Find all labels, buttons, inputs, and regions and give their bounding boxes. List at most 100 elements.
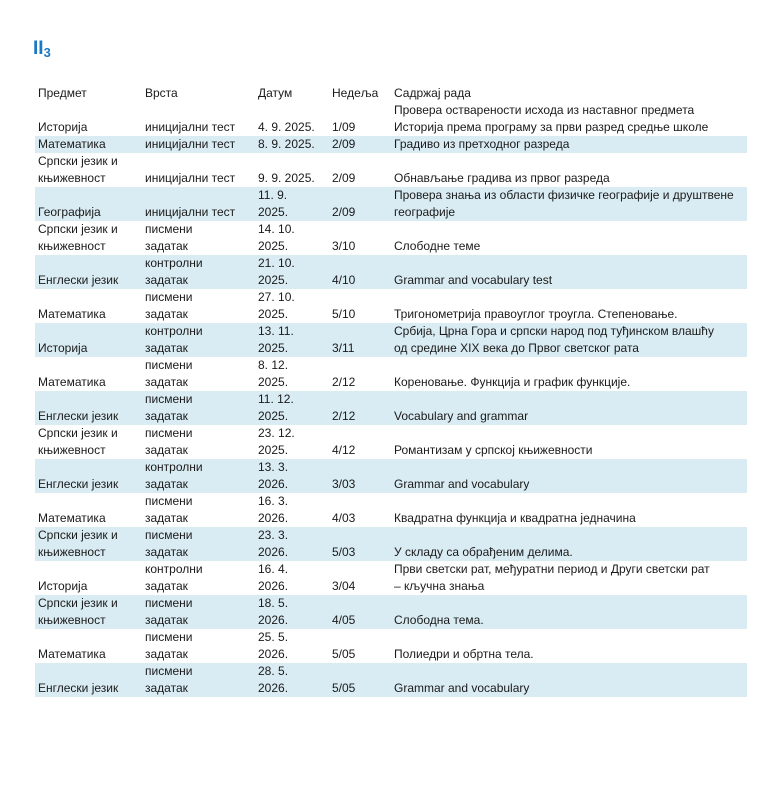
cell-type: писмени задатак bbox=[145, 528, 193, 559]
cell-week: 4/05 bbox=[332, 613, 356, 627]
cell-week: 2/12 bbox=[332, 375, 356, 389]
cell-week: 4/03 bbox=[332, 511, 356, 525]
cell-subject: Српски језик и књижевност bbox=[38, 426, 118, 457]
header-row: Предмет Врста Датум Недеља Садржај рада bbox=[35, 85, 747, 102]
cell-week: 3/11 bbox=[332, 341, 355, 355]
table-row: Енглески језик контролни задатак 13. 3. … bbox=[35, 459, 747, 493]
cell-date: 13. 11. 2025. bbox=[258, 324, 294, 355]
cell-date: 16. 3. 2026. bbox=[258, 494, 289, 525]
cell-type: контролни задатак bbox=[145, 256, 203, 287]
cell-date: 23. 12. 2025. bbox=[258, 426, 295, 457]
col-header-content: Садржај рада bbox=[394, 86, 471, 100]
cell-content: Слободне теме bbox=[394, 239, 481, 253]
cell-week: 4/10 bbox=[332, 273, 356, 287]
cell-content: Обнављање градива из првог разреда bbox=[394, 171, 610, 185]
cell-subject: Историја bbox=[38, 120, 88, 134]
table-row: Српски језик и књижевност писмени задата… bbox=[35, 595, 747, 629]
cell-subject: Енглески језик bbox=[38, 273, 119, 287]
cell-type: иницијални тест bbox=[145, 137, 236, 151]
cell-subject: Географија bbox=[38, 205, 101, 219]
cell-subject: Српски језик и књижевност bbox=[38, 154, 118, 185]
table-row: Српски језик и књижевност писмени задата… bbox=[35, 527, 747, 561]
cell-week: 4/12 bbox=[332, 443, 356, 457]
cell-date: 11. 12. 2025. bbox=[258, 392, 294, 423]
cell-content: Grammar and vocabulary test bbox=[394, 273, 553, 287]
cell-subject: Српски језик и књижевност bbox=[38, 528, 118, 559]
schedule-table-body: Историја иницијални тест 4. 9. 2025. 1/0… bbox=[35, 102, 747, 697]
cell-week: 3/04 bbox=[332, 579, 356, 593]
cell-type: контролни задатак bbox=[145, 562, 203, 593]
cell-week: 3/10 bbox=[332, 239, 356, 253]
cell-date: 14. 10. 2025. bbox=[258, 222, 295, 253]
cell-week: 1/09 bbox=[332, 120, 356, 134]
cell-week: 2/09 bbox=[332, 137, 356, 151]
cell-week: 2/09 bbox=[332, 171, 356, 185]
cell-week: 5/10 bbox=[332, 307, 356, 321]
table-row: Математика иницијални тест 8. 9. 2025. 2… bbox=[35, 136, 747, 153]
cell-type: писмени задатак bbox=[145, 426, 193, 457]
cell-content: У складу са обрађеним делима. bbox=[394, 545, 573, 559]
cell-subject: Математика bbox=[38, 375, 106, 389]
cell-type: писмени задатак bbox=[145, 358, 193, 389]
cell-subject: Математика bbox=[38, 647, 106, 661]
cell-subject: Математика bbox=[38, 137, 106, 151]
cell-content: Градиво из претходног разреда bbox=[394, 137, 570, 151]
table-row: Математика писмени задатак 16. 3. 2026. … bbox=[35, 493, 747, 527]
cell-subject: Српски језик и књижевност bbox=[38, 222, 118, 253]
cell-type: писмени задатак bbox=[145, 290, 193, 321]
cell-content: Романтизам у српској књижевности bbox=[394, 443, 593, 457]
cell-subject: Математика bbox=[38, 511, 106, 525]
cell-content: Провера остварености исхода из наставног… bbox=[394, 103, 709, 134]
table-row: Математика писмени задатак 8. 12. 2025. … bbox=[35, 357, 747, 391]
table-row: Математика писмени задатак 27. 10. 2025.… bbox=[35, 289, 747, 323]
table-row: Српски језик и књижевност писмени задата… bbox=[35, 221, 747, 255]
cell-type: писмени задатак bbox=[145, 664, 193, 695]
table-row: Историја иницијални тест 4. 9. 2025. 1/0… bbox=[35, 102, 747, 136]
schedule-table: Предмет Врста Датум Недеља Садржај рада … bbox=[35, 85, 747, 697]
cell-content: Србија, Црна Гора и српски народ под туђ… bbox=[394, 324, 714, 355]
cell-week: 5/05 bbox=[332, 647, 356, 661]
col-header-type: Врста bbox=[145, 86, 178, 100]
cell-date: 23. 3. 2026. bbox=[258, 528, 289, 559]
cell-date: 16. 4. 2026. bbox=[258, 562, 289, 593]
cell-type: писмени задатак bbox=[145, 596, 193, 627]
cell-date: 11. 9. 2025. bbox=[258, 188, 289, 219]
cell-week: 2/12 bbox=[332, 409, 356, 423]
class-title-text: II bbox=[33, 38, 44, 59]
cell-type: писмени задатак bbox=[145, 222, 193, 253]
col-header-date: Датум bbox=[258, 86, 293, 100]
cell-week: 2/09 bbox=[332, 205, 356, 219]
cell-content: Grammar and vocabulary bbox=[394, 477, 530, 491]
cell-date: 21. 10. 2025. bbox=[258, 256, 295, 287]
col-header-subject: Предмет bbox=[38, 86, 87, 100]
cell-content: Vocabulary and grammar bbox=[394, 409, 529, 423]
cell-subject: Енглески језик bbox=[38, 477, 119, 491]
cell-type: иницијални тест bbox=[145, 171, 236, 185]
cell-content: Полиедри и обртна тела. bbox=[394, 647, 534, 661]
table-row: Енглески језик контролни задатак 21. 10.… bbox=[35, 255, 747, 289]
table-row: Српски језик и књижевност писмени задата… bbox=[35, 425, 747, 459]
table-row: Историја контролни задатак 13. 11. 2025.… bbox=[35, 323, 747, 357]
cell-type: иницијални тест bbox=[145, 120, 236, 134]
cell-date: 28. 5. 2026. bbox=[258, 664, 289, 695]
cell-week: 5/03 bbox=[332, 545, 356, 559]
cell-type: писмени задатак bbox=[145, 494, 193, 525]
cell-type: писмени задатак bbox=[145, 392, 193, 423]
class-title-subscript: 3 bbox=[43, 45, 51, 61]
col-header-week: Недеља bbox=[332, 86, 379, 100]
cell-content: Први светски рат, међуратни период и Дру… bbox=[394, 562, 710, 593]
cell-date: 18. 5. 2026. bbox=[258, 596, 289, 627]
cell-date: 13. 3. 2026. bbox=[258, 460, 289, 491]
cell-subject: Историја bbox=[38, 579, 88, 593]
cell-week: 3/03 bbox=[332, 477, 356, 491]
cell-subject: Историја bbox=[38, 341, 88, 355]
cell-content: Квадратна функција и квадратна једначина bbox=[394, 511, 636, 525]
cell-type: контролни задатак bbox=[145, 324, 203, 355]
cell-date: 4. 9. 2025. bbox=[258, 120, 315, 134]
cell-date: 8. 9. 2025. bbox=[258, 137, 315, 151]
cell-subject: Српски језик и књижевност bbox=[38, 596, 118, 627]
table-row: Енглески језик писмени задатак 28. 5. 20… bbox=[35, 663, 747, 697]
cell-content: Тригонометрија правоуглог троугла. Степе… bbox=[394, 307, 678, 321]
cell-subject: Енглески језик bbox=[38, 409, 119, 423]
table-row: Српски језик и књижевност иницијални тес… bbox=[35, 153, 747, 187]
